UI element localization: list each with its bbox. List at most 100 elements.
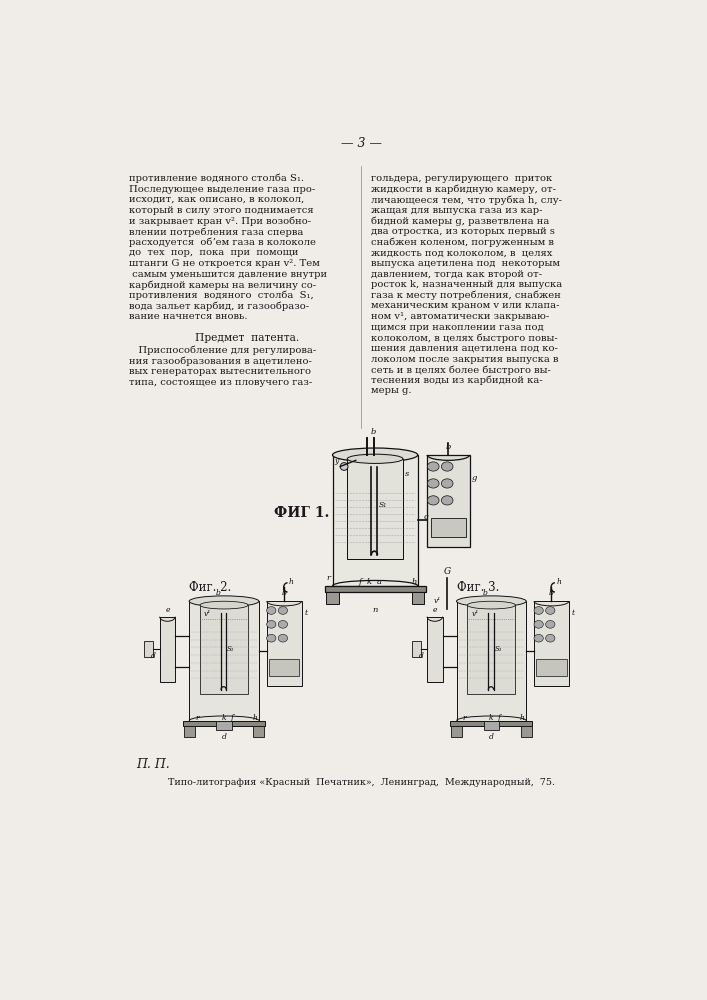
Bar: [537, 659, 566, 676]
Text: b: b: [483, 589, 488, 597]
Text: ния газообразования в ацетилено-: ния газообразования в ацетилено-: [129, 356, 312, 366]
Text: g: g: [472, 474, 477, 482]
Bar: [184, 726, 194, 737]
Text: G: G: [443, 567, 451, 576]
Ellipse shape: [279, 607, 288, 614]
Text: бидной камеры g, разветвлена на: бидной камеры g, разветвлена на: [371, 216, 549, 226]
Text: e: e: [165, 606, 170, 614]
Ellipse shape: [332, 448, 418, 462]
Text: v¹: v¹: [204, 610, 211, 618]
Text: b: b: [281, 589, 286, 597]
Text: k: k: [222, 714, 226, 722]
Text: h: h: [252, 714, 257, 722]
Bar: [534, 601, 569, 686]
Text: до  тех  пор,  пока  при  помощи: до тех пор, пока при помощи: [129, 248, 298, 257]
Bar: [427, 455, 469, 547]
Text: d: d: [419, 652, 423, 660]
Text: снабжен коленом, погруженным в: снабжен коленом, погруженным в: [371, 238, 554, 247]
Text: b: b: [216, 589, 221, 597]
Text: жидкости в карбидную камеру, от-: жидкости в карбидную камеру, от-: [371, 185, 556, 194]
Text: Приспособление для регулирова-: Приспособление для регулирова-: [129, 346, 316, 355]
Text: f: f: [498, 714, 501, 722]
Text: гольдера, регулирующего  приток: гольдера, регулирующего приток: [371, 174, 552, 183]
Text: ном v¹, автоматически закрываю-: ном v¹, автоматически закрываю-: [371, 312, 549, 321]
Text: выпуска ацетилена под  некоторым: выпуска ацетилена под некоторым: [371, 259, 560, 268]
Bar: [457, 601, 526, 721]
Text: n: n: [373, 606, 378, 614]
Bar: [200, 605, 248, 694]
Text: карбидной камеры на величину со-: карбидной камеры на величину со-: [129, 280, 316, 290]
Bar: [451, 726, 462, 737]
Ellipse shape: [279, 620, 288, 628]
Text: r: r: [326, 574, 330, 582]
Bar: [267, 601, 301, 686]
Text: жидкость под колоколом, в  целях: жидкость под колоколом, в целях: [371, 248, 553, 257]
Bar: [253, 726, 264, 737]
Ellipse shape: [441, 479, 453, 488]
Text: противления  водяного  столба  S₁,: противления водяного столба S₁,: [129, 291, 313, 300]
Text: e: e: [433, 606, 437, 614]
Text: П. П.: П. П.: [136, 758, 170, 771]
Text: шения давления ацетилена под ко-: шения давления ацетилена под ко-: [371, 344, 558, 353]
Bar: [327, 592, 339, 604]
Bar: [521, 726, 532, 737]
Text: r: r: [195, 714, 199, 722]
Text: b: b: [549, 589, 554, 597]
Bar: [484, 721, 499, 730]
Text: Предмет  патента.: Предмет патента.: [194, 333, 299, 343]
Text: f: f: [358, 578, 361, 586]
Ellipse shape: [534, 634, 543, 642]
Text: жащая для выпуска газа из кар-: жащая для выпуска газа из кар-: [371, 206, 543, 215]
Text: b: b: [371, 428, 376, 436]
Ellipse shape: [428, 479, 439, 488]
Text: d: d: [151, 652, 156, 660]
Ellipse shape: [546, 607, 555, 614]
Bar: [216, 721, 232, 730]
Text: c: c: [424, 513, 428, 521]
Bar: [411, 641, 421, 657]
Bar: [347, 459, 403, 559]
Text: h: h: [520, 714, 525, 722]
Text: — 3 —: — 3 —: [341, 137, 382, 150]
Text: t: t: [305, 609, 308, 617]
Bar: [411, 592, 424, 604]
Text: исходит, как описано, в колокол,: исходит, как описано, в колокол,: [129, 195, 304, 204]
Ellipse shape: [534, 607, 543, 614]
Bar: [332, 455, 418, 586]
Text: теснения воды из карбидной ка-: теснения воды из карбидной ка-: [371, 376, 543, 385]
Bar: [269, 659, 299, 676]
Ellipse shape: [279, 634, 288, 642]
Text: механическим краном v или клапа-: механическим краном v или клапа-: [371, 301, 560, 310]
Text: b: b: [445, 443, 451, 451]
Text: колоколом, в целях быстрого повы-: колоколом, в целях быстрого повы-: [371, 333, 558, 343]
Ellipse shape: [546, 634, 555, 642]
Text: газа к месту потребления, снабжен: газа к месту потребления, снабжен: [371, 291, 561, 300]
Ellipse shape: [534, 620, 543, 628]
Bar: [189, 601, 259, 721]
Text: самым уменьшится давление внутри: самым уменьшится давление внутри: [129, 270, 327, 279]
Text: личающееся тем, что трубка h, слу-: личающееся тем, что трубка h, слу-: [371, 195, 562, 205]
Text: d: d: [221, 733, 226, 741]
Text: v¹: v¹: [434, 597, 441, 605]
Bar: [427, 617, 443, 682]
Text: меры g.: меры g.: [371, 386, 411, 395]
Text: S₁: S₁: [379, 501, 387, 509]
Text: k: k: [366, 578, 371, 586]
Text: d: d: [489, 733, 493, 741]
Bar: [467, 605, 515, 694]
Text: Фиг. 3.: Фиг. 3.: [457, 581, 499, 594]
Ellipse shape: [546, 620, 555, 628]
Text: Типо-литография «Красный  Печатник»,  Ленинград,  Международный,  75.: Типо-литография «Красный Печатник», Лени…: [168, 778, 556, 787]
Text: ФИГ 1.: ФИГ 1.: [274, 506, 329, 520]
Ellipse shape: [428, 496, 439, 505]
Ellipse shape: [441, 462, 453, 471]
Text: и закрывает кран v². При возобно-: и закрывает кран v². При возобно-: [129, 216, 311, 226]
Text: давлением, тогда как второй от-: давлением, тогда как второй от-: [371, 270, 542, 279]
Ellipse shape: [200, 601, 248, 609]
Text: противление водяного столба S₁.: противление водяного столба S₁.: [129, 174, 304, 183]
Text: сеть и в целях более быстрого вы-: сеть и в целях более быстрого вы-: [371, 365, 551, 375]
Text: Фиг. 2.: Фиг. 2.: [189, 581, 231, 594]
Text: который в силу этого поднимается: который в силу этого поднимается: [129, 206, 313, 215]
Text: локолом после закрытия выпуска в: локолом после закрытия выпуска в: [371, 355, 559, 364]
Bar: [160, 617, 175, 682]
